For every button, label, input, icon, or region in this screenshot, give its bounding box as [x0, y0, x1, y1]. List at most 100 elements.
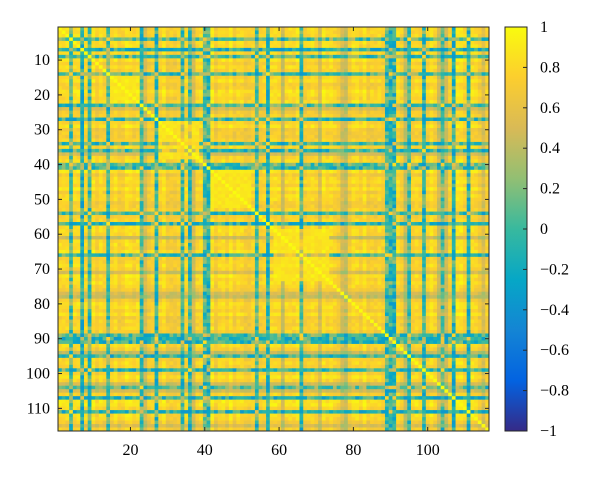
heatmap-cell [310, 79, 315, 84]
heatmap-cell [436, 27, 442, 31]
heatmap-cell [262, 30, 267, 35]
heatmap-cell [240, 100, 245, 105]
heatmap-cell [310, 54, 315, 59]
heatmap-cell [195, 82, 200, 87]
heatmap-cell [72, 68, 77, 73]
heatmap-cell [410, 117, 416, 122]
heatmap-cell [199, 86, 204, 91]
heatmap-cell [251, 89, 256, 94]
heatmap-cell [158, 40, 163, 45]
heatmap-cell [210, 82, 215, 87]
heatmap-cell [184, 138, 189, 143]
heatmap-cell [173, 148, 178, 153]
heatmap-cell [143, 134, 148, 139]
heatmap-cell [87, 44, 92, 49]
heatmap-cell [425, 138, 430, 143]
heatmap-cell [314, 51, 319, 56]
heatmap-cell [84, 65, 89, 70]
heatmap-cell [87, 100, 92, 105]
heatmap-cell [214, 75, 219, 80]
heatmap-cell [295, 100, 300, 105]
heatmap-cell [228, 128, 234, 132]
heatmap-cell [310, 107, 315, 111]
heatmap-cell [295, 141, 300, 146]
heatmap-cell [262, 107, 267, 111]
heatmap-cell [273, 54, 278, 59]
heatmap-cell [132, 72, 137, 77]
heatmap-cell [58, 40, 63, 45]
heatmap-cell [195, 68, 200, 73]
heatmap-cell [84, 68, 89, 73]
heatmap-cell [232, 134, 237, 139]
heatmap-cell [199, 138, 204, 143]
heatmap-cell [214, 114, 219, 118]
heatmap-cell [444, 114, 449, 118]
heatmap-cell [113, 37, 118, 42]
heatmap-cell [392, 54, 397, 59]
heatmap-cell [262, 68, 267, 73]
heatmap-cell [370, 30, 375, 35]
heatmap-cell [243, 121, 248, 125]
heatmap-cell [299, 79, 304, 84]
heatmap-cell [147, 44, 152, 49]
heatmap-cell [206, 110, 211, 115]
heatmap-cell [195, 86, 200, 91]
heatmap-cell [433, 159, 438, 164]
heatmap-cell [299, 103, 304, 108]
heatmap-cell [448, 40, 453, 45]
heatmap-cell [165, 148, 170, 153]
heatmap-cell [280, 61, 286, 66]
heatmap-cell [455, 40, 460, 45]
heatmap-cell [58, 117, 63, 122]
heatmap-cell [98, 131, 103, 136]
heatmap-cell [65, 75, 70, 80]
heatmap-cell [325, 75, 330, 80]
heatmap-cell [362, 93, 367, 98]
heatmap-cell [258, 145, 263, 150]
heatmap-cell [199, 100, 204, 105]
heatmap-cell [195, 134, 200, 139]
heatmap-cell [165, 162, 170, 167]
heatmap-cell [240, 51, 245, 56]
heatmap-cell [76, 68, 81, 73]
heatmap-cell [258, 47, 263, 52]
heatmap-cell [310, 138, 315, 143]
heatmap-cell [162, 89, 167, 94]
heatmap-cell [292, 131, 297, 136]
heatmap-cell [162, 100, 167, 105]
heatmap-cell [117, 134, 122, 139]
heatmap-cell [321, 100, 326, 105]
heatmap-cell [410, 114, 416, 118]
heatmap-cell [210, 33, 215, 38]
heatmap-cell [280, 27, 286, 31]
heatmap-cell [113, 33, 118, 38]
heatmap-cell [65, 141, 70, 146]
heatmap-cell [165, 110, 170, 115]
heatmap-cell [284, 75, 289, 80]
heatmap-cell [373, 169, 378, 174]
heatmap-cell [448, 131, 453, 136]
heatmap-cell [221, 51, 226, 56]
heatmap-cell [370, 44, 375, 49]
heatmap-cell [158, 145, 163, 150]
heatmap-cell [113, 131, 118, 136]
heatmap-cell [214, 61, 219, 66]
heatmap-cell [243, 103, 248, 108]
heatmap-cell [340, 27, 345, 31]
heatmap-cell [303, 65, 308, 70]
heatmap-cell [199, 103, 204, 108]
heatmap-cell [470, 40, 475, 45]
heatmap-cell [199, 114, 204, 118]
heatmap-cell [351, 72, 356, 77]
heatmap-cell [399, 103, 404, 108]
heatmap-cell [325, 47, 330, 52]
heatmap-cell [217, 124, 222, 129]
heatmap-cell [154, 114, 159, 118]
heatmap-cell [425, 107, 430, 111]
heatmap-cell [76, 47, 81, 52]
heatmap-cell [136, 117, 141, 122]
heatmap-cell [154, 103, 159, 108]
heatmap-cell [195, 141, 200, 146]
heatmap-cell [258, 162, 263, 167]
heatmap-cell [474, 159, 479, 164]
